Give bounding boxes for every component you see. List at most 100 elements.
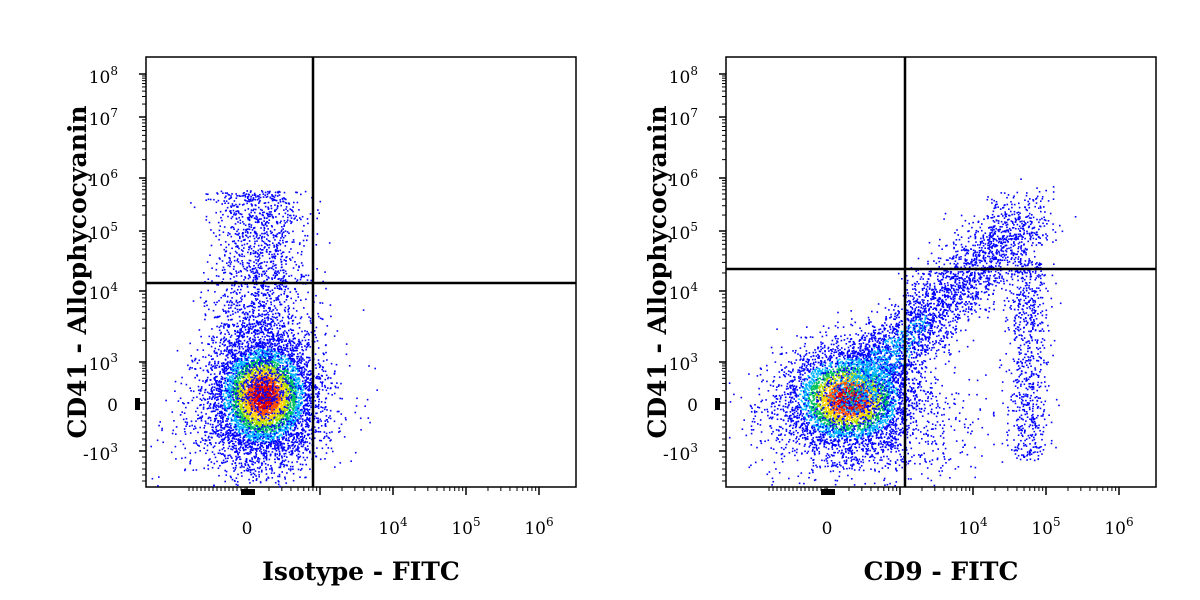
event-dot bbox=[261, 411, 263, 413]
event-dot bbox=[231, 370, 234, 373]
event-dot bbox=[273, 316, 275, 319]
event-dot bbox=[281, 426, 284, 428]
event-dot bbox=[245, 398, 247, 401]
event-dot bbox=[262, 419, 264, 421]
event-dot bbox=[215, 404, 218, 407]
event-dot bbox=[230, 376, 232, 378]
event-dot bbox=[265, 398, 267, 400]
event-dot bbox=[266, 339, 268, 341]
event-dot bbox=[249, 407, 252, 409]
event-dot bbox=[248, 353, 251, 356]
event-dot bbox=[243, 414, 245, 417]
event-dot bbox=[246, 399, 248, 402]
event-dot bbox=[250, 439, 253, 441]
event-dot bbox=[255, 399, 257, 402]
event-dot bbox=[299, 436, 302, 438]
event-dot bbox=[278, 419, 281, 421]
event-dot bbox=[244, 385, 247, 388]
event-dot bbox=[289, 423, 291, 425]
event-dot bbox=[261, 409, 263, 411]
event-dot bbox=[231, 411, 234, 413]
event-dot bbox=[295, 382, 297, 385]
event-dot bbox=[271, 428, 274, 431]
event-dot bbox=[276, 390, 278, 392]
event-dot bbox=[284, 419, 287, 422]
event-dot bbox=[235, 363, 238, 366]
event-dot bbox=[229, 400, 232, 402]
event-dot bbox=[323, 408, 326, 411]
event-dot bbox=[279, 465, 282, 467]
event-dot bbox=[269, 433, 272, 436]
event-dot bbox=[219, 384, 221, 387]
event-dot bbox=[307, 377, 310, 380]
event-dot bbox=[257, 344, 260, 346]
event-dot bbox=[325, 406, 327, 408]
event-dot bbox=[268, 417, 271, 419]
event-dot bbox=[231, 367, 233, 370]
event-dot bbox=[267, 385, 269, 388]
event-dot bbox=[267, 401, 270, 403]
event-dot bbox=[215, 389, 218, 392]
event-dot bbox=[249, 438, 251, 440]
event-dot bbox=[249, 471, 252, 473]
event-dot bbox=[251, 393, 254, 396]
event-dot bbox=[269, 361, 272, 363]
event-dot bbox=[279, 301, 281, 303]
event-dot bbox=[307, 434, 309, 437]
event-dot bbox=[210, 461, 213, 463]
event-dot bbox=[288, 408, 290, 410]
event-dot bbox=[225, 398, 227, 400]
event-dot bbox=[241, 420, 244, 422]
event-dot bbox=[216, 380, 219, 382]
event-dot bbox=[234, 412, 236, 415]
event-dot bbox=[276, 456, 279, 459]
event-dot bbox=[236, 381, 239, 384]
event-dot bbox=[281, 406, 284, 408]
event-dot bbox=[319, 381, 322, 383]
event-dot bbox=[260, 435, 262, 437]
event-dot bbox=[287, 342, 289, 345]
event-dot bbox=[236, 427, 238, 430]
event-dot bbox=[234, 388, 236, 391]
event-dot bbox=[215, 387, 218, 390]
event-dot bbox=[274, 430, 276, 432]
event-dot bbox=[279, 406, 282, 408]
event-dot bbox=[198, 392, 201, 395]
event-dot bbox=[188, 425, 191, 427]
event-dot bbox=[239, 402, 241, 405]
event-dot bbox=[251, 416, 254, 418]
event-dot bbox=[200, 404, 202, 406]
event-dot bbox=[250, 371, 253, 374]
event-dot bbox=[290, 399, 293, 402]
event-dot bbox=[278, 454, 281, 457]
event-dot bbox=[298, 338, 300, 341]
event-dot bbox=[271, 328, 274, 330]
event-dot bbox=[246, 335, 249, 338]
event-dot bbox=[250, 378, 253, 381]
event-dot bbox=[298, 412, 301, 415]
event-dot bbox=[240, 351, 243, 354]
event-dot bbox=[261, 399, 264, 401]
event-dot bbox=[299, 418, 301, 420]
event-dot bbox=[288, 389, 291, 392]
event-dot bbox=[261, 394, 263, 396]
event-dot bbox=[244, 376, 246, 379]
event-dot bbox=[309, 346, 312, 348]
event-dot bbox=[276, 424, 278, 427]
event-dot bbox=[258, 401, 260, 403]
event-dot bbox=[287, 411, 290, 413]
event-dot bbox=[296, 434, 298, 437]
event-dot bbox=[217, 433, 219, 436]
event-dot bbox=[285, 428, 288, 431]
event-dot bbox=[253, 432, 255, 434]
event-dot bbox=[259, 403, 261, 405]
event-dot bbox=[246, 440, 249, 443]
event-dot bbox=[239, 456, 241, 458]
event-dot bbox=[265, 466, 267, 469]
event-dot bbox=[265, 449, 267, 452]
event-dot bbox=[268, 441, 271, 444]
event-dot bbox=[307, 411, 310, 413]
event-dot bbox=[306, 449, 308, 452]
event-dot bbox=[184, 433, 187, 435]
event-dot bbox=[340, 382, 342, 385]
